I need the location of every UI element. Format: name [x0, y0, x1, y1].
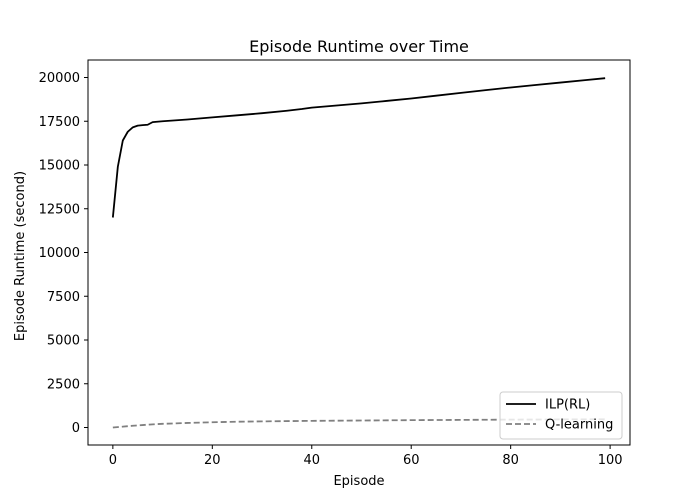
x-tick-label: 20 [204, 453, 221, 468]
y-tick-label: 12500 [39, 202, 80, 217]
y-tick-label: 2500 [47, 377, 80, 392]
y-tick-label: 7500 [47, 290, 80, 305]
legend: ILP(RL) Q-learning [499, 391, 623, 440]
legend-label-ilp-rl: ILP(RL) [545, 398, 590, 413]
axes: 0 20 40 60 80 100 0 2500 5000 7500 10000 12500 15000… [39, 59, 631, 468]
x-axis-label: Episode [333, 474, 384, 489]
y-tick-label: 5000 [47, 334, 80, 349]
y-tick-label: 20000 [39, 71, 80, 86]
plot-area [88, 60, 630, 445]
x-tick-label: 40 [303, 453, 320, 468]
y-axis-label: Episode Runtime (second) [13, 171, 28, 341]
x-tick-label: 60 [403, 453, 420, 468]
y-tick-label: 10000 [39, 246, 80, 261]
chart-title: Episode Runtime over Time [249, 37, 469, 56]
x-tick-label: 80 [502, 453, 519, 468]
plot-background [88, 60, 630, 445]
series-line-ilp-rl [111, 77, 606, 218]
legend-label-q-learning: Q-learning [545, 418, 613, 433]
y-tick-label: 0 [72, 421, 80, 436]
x-tick-label: 100 [598, 453, 623, 468]
series-line-q-learning [112, 418, 606, 429]
y-tick-label: 15000 [39, 159, 80, 174]
x-tick-label: 0 [109, 453, 117, 468]
y-tick-label: 17500 [39, 115, 80, 130]
